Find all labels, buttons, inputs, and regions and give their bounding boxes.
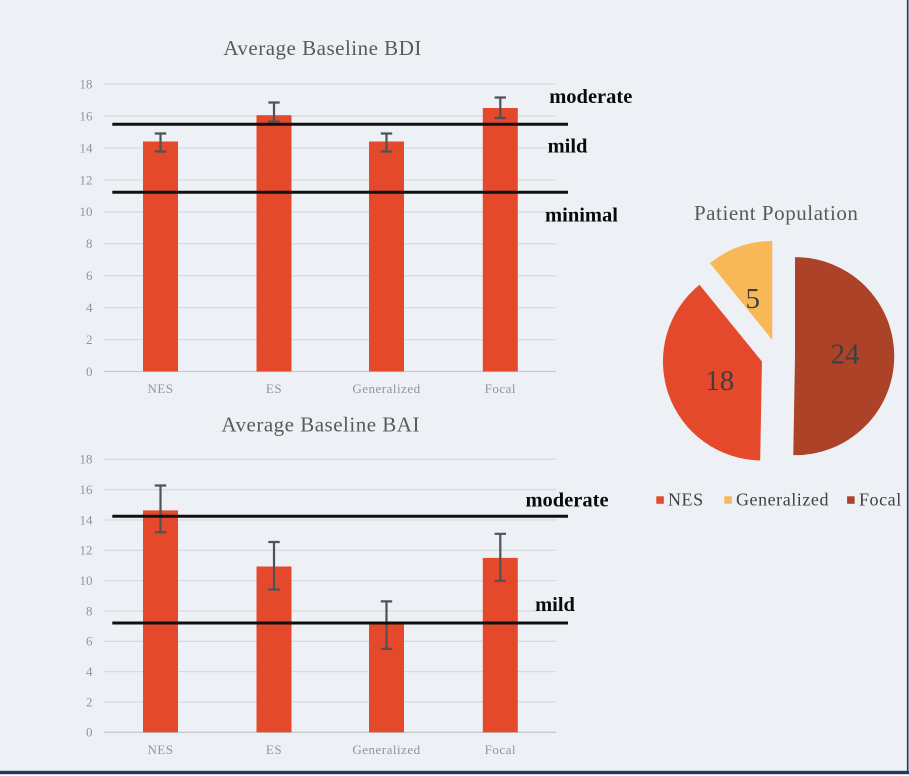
- svg-text:NES: NES: [147, 381, 173, 396]
- svg-text:mild: mild: [548, 136, 588, 158]
- svg-text:24: 24: [831, 339, 861, 371]
- svg-text:10: 10: [80, 204, 93, 219]
- svg-text:12: 12: [80, 543, 93, 558]
- svg-text:4: 4: [86, 664, 93, 679]
- svg-text:Average Baseline BAI: Average Baseline BAI: [221, 413, 420, 437]
- svg-text:12: 12: [80, 172, 93, 187]
- svg-text:2: 2: [86, 332, 93, 347]
- svg-text:Focal: Focal: [485, 381, 516, 396]
- svg-text:ES: ES: [266, 381, 282, 396]
- svg-text:4: 4: [86, 300, 93, 315]
- svg-text:Generalized: Generalized: [352, 381, 420, 396]
- svg-text:Generalized: Generalized: [352, 742, 420, 757]
- svg-text:Generalized: Generalized: [736, 489, 829, 509]
- svg-text:10: 10: [80, 573, 93, 588]
- svg-text:5: 5: [746, 283, 761, 315]
- svg-text:2: 2: [86, 694, 93, 709]
- svg-text:Focal: Focal: [859, 489, 902, 509]
- svg-text:18: 18: [705, 365, 734, 397]
- svg-text:14: 14: [80, 140, 94, 155]
- svg-text:18: 18: [80, 76, 93, 91]
- svg-text:moderate: moderate: [525, 490, 608, 512]
- svg-text:Patient Population: Patient Population: [694, 201, 858, 225]
- svg-text:16: 16: [80, 482, 94, 497]
- svg-text:18: 18: [80, 452, 93, 467]
- svg-text:14: 14: [80, 512, 94, 527]
- svg-text:NES: NES: [147, 742, 173, 757]
- svg-text:8: 8: [86, 236, 93, 251]
- svg-text:mild: mild: [535, 594, 575, 616]
- svg-text:6: 6: [86, 268, 93, 283]
- svg-text:16: 16: [80, 108, 94, 123]
- svg-text:ES: ES: [266, 742, 282, 757]
- svg-text:minimal: minimal: [545, 204, 618, 226]
- svg-text:Average Baseline BDI: Average Baseline BDI: [223, 36, 422, 60]
- svg-text:6: 6: [86, 634, 93, 649]
- svg-text:8: 8: [86, 603, 93, 618]
- svg-text:Focal: Focal: [485, 742, 516, 757]
- svg-text:0: 0: [86, 725, 93, 740]
- svg-text:moderate: moderate: [549, 86, 632, 108]
- svg-text:0: 0: [86, 364, 93, 379]
- svg-text:NES: NES: [668, 489, 704, 509]
